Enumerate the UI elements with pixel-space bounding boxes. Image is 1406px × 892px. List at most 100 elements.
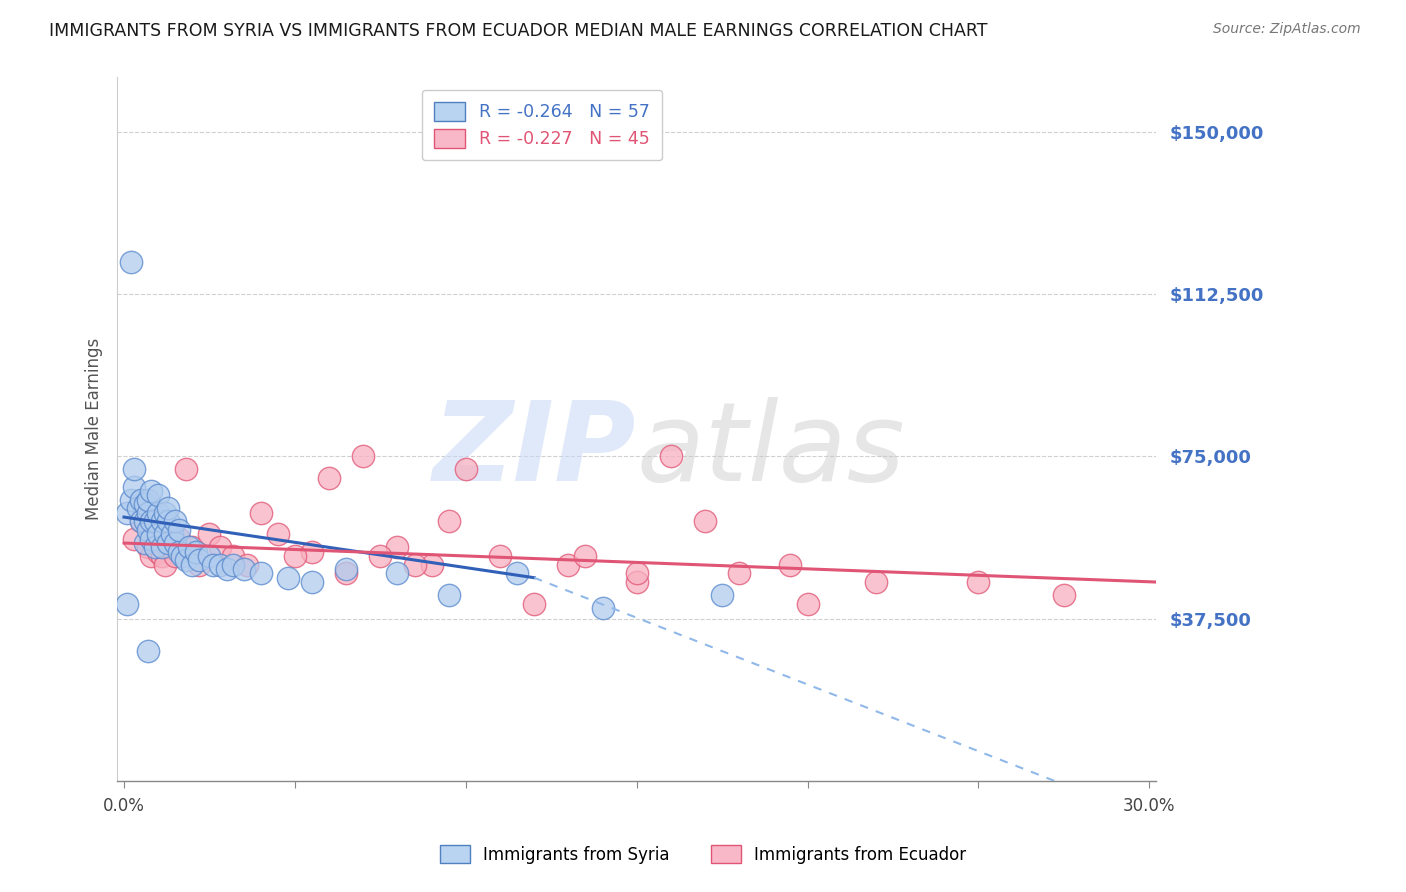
Point <box>249 506 271 520</box>
Point <box>157 501 180 516</box>
Point <box>129 492 152 507</box>
Point <box>177 541 200 555</box>
Point <box>167 523 190 537</box>
Text: ZIP: ZIP <box>433 397 637 504</box>
Point <box>141 484 163 499</box>
Point <box>129 515 152 529</box>
Point <box>489 549 512 563</box>
Point <box>153 506 176 520</box>
Point <box>437 588 460 602</box>
Point <box>124 480 146 494</box>
Point <box>150 549 173 563</box>
Point <box>129 515 152 529</box>
Point <box>150 541 173 555</box>
Point <box>352 450 374 464</box>
Point <box>136 506 159 520</box>
Point <box>136 492 159 507</box>
Point <box>335 562 357 576</box>
Point <box>222 558 245 572</box>
Point <box>659 450 682 464</box>
Point <box>301 575 323 590</box>
Point <box>523 597 546 611</box>
Legend: R = -0.264   N = 57, R = -0.227   N = 45: R = -0.264 N = 57, R = -0.227 N = 45 <box>422 89 662 161</box>
Point <box>165 549 187 563</box>
Point <box>215 562 238 576</box>
Point <box>165 536 187 550</box>
Point <box>134 515 156 529</box>
Point <box>693 515 716 529</box>
Y-axis label: Median Male Earnings: Median Male Earnings <box>86 338 103 521</box>
Text: atlas: atlas <box>637 397 905 504</box>
Point <box>267 527 290 541</box>
Point <box>454 462 477 476</box>
Point <box>143 541 166 555</box>
Point <box>167 532 190 546</box>
Point <box>174 462 197 476</box>
Point <box>134 497 156 511</box>
Point <box>157 515 180 529</box>
Point <box>420 558 443 572</box>
Point <box>198 549 221 563</box>
Point <box>387 566 409 581</box>
Point <box>188 553 211 567</box>
Point <box>141 549 163 563</box>
Point <box>284 549 307 563</box>
Point <box>370 549 392 563</box>
Point <box>143 515 166 529</box>
Point <box>157 536 180 550</box>
Point <box>318 471 340 485</box>
Point <box>153 558 176 572</box>
Point <box>148 488 170 502</box>
Text: IMMIGRANTS FROM SYRIA VS IMMIGRANTS FROM ECUADOR MEDIAN MALE EARNINGS CORRELATIO: IMMIGRANTS FROM SYRIA VS IMMIGRANTS FROM… <box>49 22 987 40</box>
Point <box>335 566 357 581</box>
Legend: Immigrants from Syria, Immigrants from Ecuador: Immigrants from Syria, Immigrants from E… <box>433 838 973 871</box>
Point <box>592 601 614 615</box>
Point <box>198 527 221 541</box>
Point <box>117 597 139 611</box>
Point <box>236 558 259 572</box>
Point <box>136 523 159 537</box>
Point <box>626 575 648 590</box>
Point <box>120 254 142 268</box>
Point <box>117 506 139 520</box>
Point <box>181 541 204 555</box>
Point <box>208 541 231 555</box>
Point <box>148 545 170 559</box>
Point <box>148 527 170 541</box>
Point <box>174 553 197 567</box>
Point <box>1053 588 1076 602</box>
Point <box>796 597 818 611</box>
Point <box>124 462 146 476</box>
Point <box>626 566 648 581</box>
Point <box>157 541 180 555</box>
Point <box>574 549 596 563</box>
Point <box>141 515 163 529</box>
Point <box>172 549 194 563</box>
Point <box>387 541 409 555</box>
Point <box>136 644 159 658</box>
Point <box>143 536 166 550</box>
Point <box>184 545 207 559</box>
Point <box>437 515 460 529</box>
Point <box>865 575 887 590</box>
Point <box>506 566 529 581</box>
Point <box>181 558 204 572</box>
Point <box>301 545 323 559</box>
Point <box>188 558 211 572</box>
Point <box>779 558 801 572</box>
Point <box>160 527 183 541</box>
Point <box>148 506 170 520</box>
Point <box>141 532 163 546</box>
Point <box>557 558 579 572</box>
Point <box>167 545 190 559</box>
Point <box>201 558 224 572</box>
Point <box>711 588 734 602</box>
Point <box>127 501 149 516</box>
Text: Source: ZipAtlas.com: Source: ZipAtlas.com <box>1213 22 1361 37</box>
Point <box>124 532 146 546</box>
Point <box>404 558 426 572</box>
Point <box>208 558 231 572</box>
Point <box>165 515 187 529</box>
Point <box>222 549 245 563</box>
Point <box>249 566 271 581</box>
